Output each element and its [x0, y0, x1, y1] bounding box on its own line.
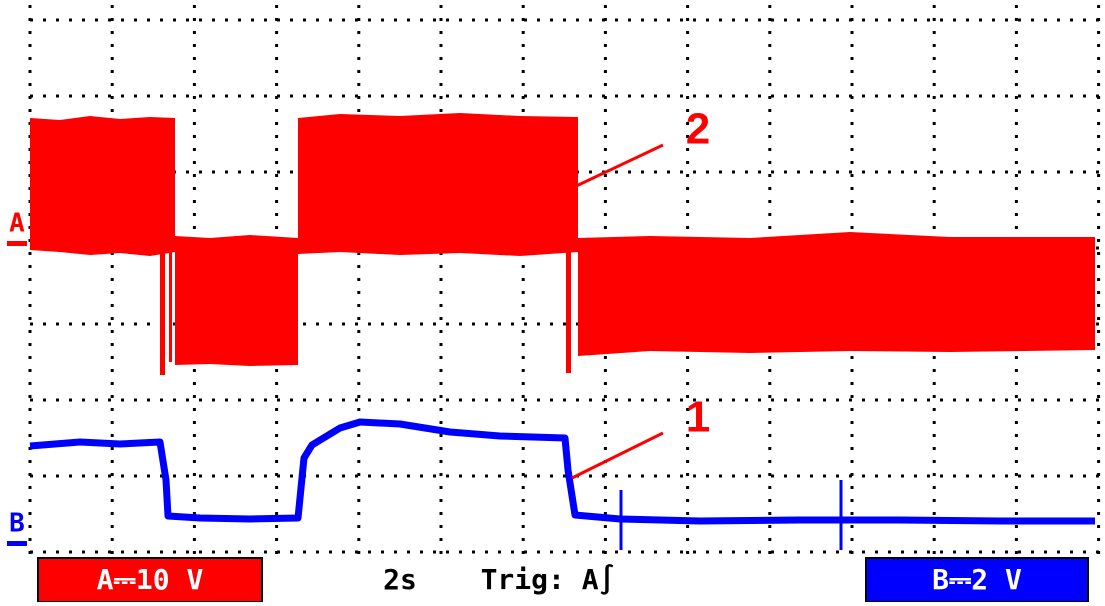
annotation: 2: [686, 105, 710, 154]
channel-a-box: [37, 557, 263, 603]
timebase: 2s: [383, 563, 417, 596]
trace-a-segment: [175, 235, 298, 366]
trace-a-spike: [160, 240, 165, 375]
trace-a: [30, 113, 1095, 375]
channel-marker-bar: [7, 541, 27, 546]
channel-marker: A: [9, 209, 25, 239]
trace-a-spike: [169, 240, 172, 362]
annotation-line: [571, 143, 664, 190]
annotation-line: [571, 431, 664, 480]
channel-a-scale: A⎓10 V: [97, 563, 204, 596]
annotation: 1: [686, 393, 710, 442]
trigger: Trig: A∫: [481, 563, 616, 596]
trace-a-segment: [30, 116, 175, 256]
channel-marker: B: [9, 509, 25, 539]
trace-b: [29, 418, 1095, 550]
trace-a-segment: [298, 113, 578, 256]
channel-b-box: [865, 557, 1089, 603]
channel-marker-bar: [7, 241, 27, 246]
trace-a-spike: [566, 240, 571, 373]
trace-b-line: [29, 418, 1095, 525]
trace-a-segment: [578, 232, 1095, 356]
channel-b-scale: B⎓2 V: [932, 563, 1022, 596]
